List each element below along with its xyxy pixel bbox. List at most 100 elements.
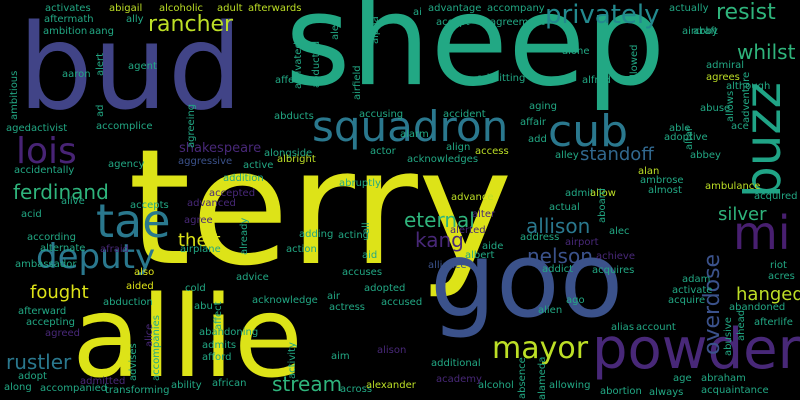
word-airfield: airfield bbox=[352, 65, 363, 100]
word-allie: allie bbox=[72, 273, 303, 400]
word-actress: actress bbox=[329, 302, 366, 313]
word-bud: bud bbox=[18, 0, 243, 136]
word-additional: additional bbox=[431, 358, 481, 369]
word-actual: actual bbox=[549, 202, 580, 213]
word-ago: ago bbox=[566, 295, 585, 306]
word-afraid: afraid bbox=[100, 244, 130, 255]
word-accidentally: accidentally bbox=[14, 165, 75, 176]
word-activates: activates bbox=[45, 3, 91, 14]
word-although: although bbox=[726, 81, 771, 92]
word-accomplice: accomplice bbox=[96, 121, 153, 132]
word-standoff: standoff bbox=[580, 144, 654, 165]
word-actually: actually bbox=[669, 3, 709, 14]
word-addition: addition bbox=[223, 173, 264, 184]
word-agency: agency bbox=[108, 159, 145, 170]
word-ambitious: ambitious bbox=[9, 70, 20, 120]
word-hanged: hanged bbox=[736, 284, 800, 305]
word-also: also bbox=[134, 267, 155, 278]
word-align: align bbox=[446, 142, 471, 153]
word-goo: goo bbox=[430, 219, 624, 341]
word-acquired: acquired bbox=[754, 191, 798, 202]
word-afterward: afterward bbox=[18, 306, 67, 317]
word-affair: affair bbox=[520, 117, 547, 128]
word-advantage: advantage bbox=[428, 3, 482, 14]
word-agree: agree bbox=[184, 215, 213, 226]
word-abusive: abusive bbox=[723, 317, 734, 356]
word-adding: adding bbox=[299, 229, 334, 240]
word-accusing: accusing bbox=[359, 109, 404, 120]
word-albert: albert bbox=[465, 250, 495, 261]
word-fought: fought bbox=[30, 282, 89, 303]
word-alone: alone bbox=[562, 46, 590, 57]
word-abortion: abortion bbox=[600, 386, 642, 397]
word-affection: affection bbox=[275, 75, 319, 86]
word-transforming: transforming bbox=[105, 385, 170, 396]
word-alpha: alpha bbox=[370, 16, 381, 44]
word-accepted: accepted bbox=[209, 188, 256, 199]
word-alternate: alternate bbox=[40, 243, 86, 254]
word-address: address bbox=[520, 232, 560, 243]
word-achieve: achieve bbox=[596, 251, 635, 262]
word-alcoholic: alcoholic bbox=[159, 3, 204, 14]
word-abigail: abigail bbox=[109, 3, 143, 14]
word-add: add bbox=[528, 134, 547, 145]
word-aided: aided bbox=[126, 281, 154, 292]
word-alias: alias bbox=[611, 322, 635, 333]
word-accuses: accuses bbox=[342, 267, 383, 278]
word-agent: agent bbox=[128, 61, 157, 72]
word-riot: riot bbox=[770, 260, 787, 271]
word-accompany: accompany bbox=[487, 3, 545, 14]
word-mi: mi bbox=[733, 206, 791, 260]
word-abduction: abduction bbox=[103, 297, 153, 308]
word-overdose: overdose bbox=[700, 253, 725, 355]
word-action: action bbox=[286, 244, 317, 255]
word-acquires: acquires bbox=[592, 265, 635, 276]
word-ahead: ahead bbox=[736, 309, 747, 341]
word-alliance: alliance bbox=[428, 260, 467, 271]
word-absence: absence bbox=[517, 357, 528, 399]
word-alison: alison bbox=[377, 345, 407, 356]
word-alfred: alfred bbox=[582, 75, 611, 86]
word-terry: terry bbox=[128, 114, 513, 301]
word-actor: actor bbox=[370, 146, 396, 157]
word-whilst: whilst bbox=[737, 40, 796, 64]
word-admits: admits bbox=[202, 340, 237, 351]
word-activity: activity bbox=[287, 342, 298, 379]
word-ferdinand: ferdinand bbox=[13, 180, 109, 204]
word-air: air bbox=[327, 291, 341, 302]
word-accepting: accepting bbox=[26, 317, 76, 328]
word-theft: theft bbox=[178, 230, 221, 251]
word-aftermath: aftermath bbox=[44, 14, 94, 25]
word-eternal: eternal bbox=[404, 208, 475, 232]
word-airport: airport bbox=[565, 237, 599, 248]
word-stream: stream bbox=[272, 372, 343, 396]
word-allowing: allowing bbox=[549, 380, 591, 391]
word-access: access bbox=[475, 146, 509, 157]
word-advanced: advanced bbox=[187, 198, 236, 209]
word-sheep: sheep bbox=[285, 0, 666, 114]
word-almost: almost bbox=[648, 185, 682, 196]
word-alcohol: alcohol bbox=[478, 380, 514, 391]
word-resist: resist bbox=[716, 0, 776, 25]
word-adopted: adopted bbox=[364, 283, 406, 294]
word-adult: adult bbox=[217, 3, 243, 14]
word-agrees: agrees bbox=[706, 72, 740, 83]
word-rustler: rustler bbox=[6, 350, 72, 374]
word-ambassador: ambassador bbox=[15, 259, 77, 270]
word-account: account bbox=[636, 322, 676, 333]
word-abandoned: abandoned bbox=[729, 302, 786, 313]
word-accept: accept bbox=[436, 17, 470, 28]
word-shakespeare: shakespeare bbox=[179, 141, 262, 156]
word-aang: aang bbox=[89, 26, 114, 37]
word-affect: affect bbox=[213, 301, 224, 330]
word-abbey: abbey bbox=[690, 150, 721, 161]
word-ad: ad bbox=[95, 104, 106, 117]
word-acting: acting bbox=[338, 230, 370, 241]
word-admit: admit bbox=[565, 188, 594, 199]
word-activist: activist bbox=[31, 123, 68, 134]
word-alice: alice bbox=[144, 323, 155, 347]
word-allowed: allowed bbox=[629, 44, 640, 83]
word-accompanied: accompanied bbox=[40, 383, 108, 394]
word-able: able bbox=[669, 123, 691, 134]
word-abu: abu bbox=[194, 301, 213, 312]
